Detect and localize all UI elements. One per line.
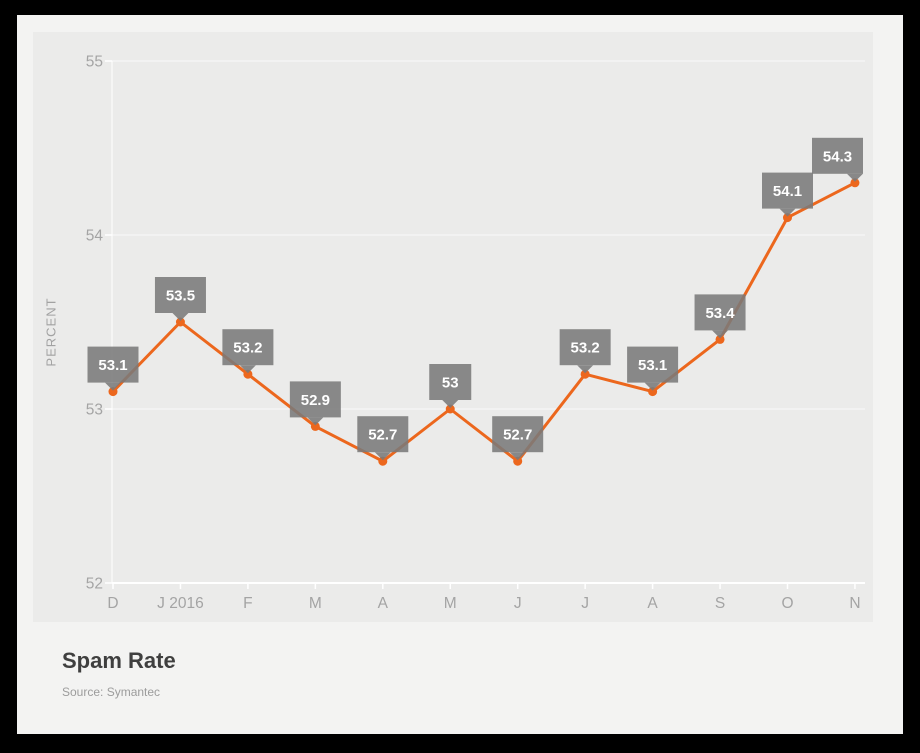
data-label-pointer	[442, 400, 459, 408]
data-label-value: 54.3	[823, 148, 852, 165]
data-label-callout	[357, 416, 409, 453]
data-label-callout	[762, 172, 813, 209]
x-axis-label: A	[378, 595, 389, 612]
data-label-callout	[222, 329, 274, 366]
data-label-pointer	[307, 417, 324, 426]
data-label-callout	[694, 294, 746, 331]
data-point[interactable]	[850, 178, 860, 188]
chart-panel: 52 53 54 55 D J 2016 F M A M J J A S O N 53.1 53.5 53.2 52.…	[17, 15, 903, 734]
x-axis-label: A	[647, 595, 658, 612]
x-axis-label: J	[581, 595, 589, 612]
y-axis-label: 53	[86, 402, 103, 419]
data-label-pointer	[239, 365, 256, 374]
data-label-callout	[559, 329, 611, 366]
x-axis-label: M	[444, 595, 457, 612]
x-axis-label: J	[514, 595, 522, 612]
data-label-value: 52.7	[368, 427, 397, 444]
data-label-value: 53.2	[233, 340, 262, 357]
data-label-value: 53.5	[166, 288, 195, 305]
data-label-pointer	[712, 330, 729, 339]
y-axis-label: 54	[86, 228, 104, 245]
data-label-value: 53	[442, 375, 459, 392]
data-label-pointer	[577, 365, 594, 374]
data-point[interactable]	[783, 213, 792, 223]
data-label-callout	[154, 277, 206, 313]
data-label-pointer	[509, 452, 526, 461]
data-label-pointer	[374, 452, 391, 461]
spam-rate-line-chart[interactable]: 52 53 54 55 D J 2016 F M A M J J A S O N 53.1 53.5 53.2 52.…	[17, 15, 903, 734]
x-axis-label: O	[781, 595, 793, 612]
data-label-callout	[627, 346, 679, 383]
data-label-value: 53.1	[98, 357, 127, 374]
data-label-callout	[429, 364, 472, 400]
data-label-pointer	[846, 173, 863, 182]
data-point[interactable]	[108, 387, 118, 397]
data-label-pointer	[105, 382, 121, 391]
y-axis-title: PERCENT	[43, 297, 59, 367]
x-axis-label: F	[243, 595, 252, 612]
data-point[interactable]	[175, 317, 185, 327]
x-axis-label: D	[107, 595, 118, 612]
x-axis-label: S	[715, 595, 725, 612]
data-label-pointer	[644, 382, 661, 391]
data-point[interactable]	[648, 387, 658, 397]
source-caption: Source: Symantec	[62, 685, 161, 699]
data-label-value: 54.1	[773, 183, 802, 200]
data-label-value: 52.7	[503, 427, 532, 444]
data-point[interactable]	[513, 456, 523, 466]
data-label-pointer	[779, 208, 796, 217]
data-label-value: 52.9	[301, 392, 330, 409]
data-label-callout	[289, 381, 341, 418]
data-point[interactable]	[243, 369, 253, 379]
data-point[interactable]	[715, 334, 725, 344]
data-point[interactable]	[580, 369, 590, 379]
data-label-pointer	[172, 313, 189, 321]
data-label-value: 53.2	[571, 340, 600, 357]
chart-title: Spam Rate	[62, 648, 176, 673]
data-point[interactable]	[445, 404, 455, 414]
data-label-value: 53.1	[638, 357, 667, 374]
data-point[interactable]	[310, 421, 320, 431]
data-label-callout	[812, 137, 863, 174]
data-label-callout	[87, 346, 139, 383]
data-label-value: 53.4	[705, 305, 735, 322]
y-axis-label: 55	[86, 54, 103, 71]
x-axis-label: M	[309, 595, 322, 612]
x-axis-label: N	[849, 595, 860, 612]
data-label-callout	[492, 416, 544, 453]
data-point[interactable]	[378, 456, 388, 466]
x-axis-label: J 2016	[157, 595, 204, 612]
y-axis-label: 52	[86, 576, 103, 593]
